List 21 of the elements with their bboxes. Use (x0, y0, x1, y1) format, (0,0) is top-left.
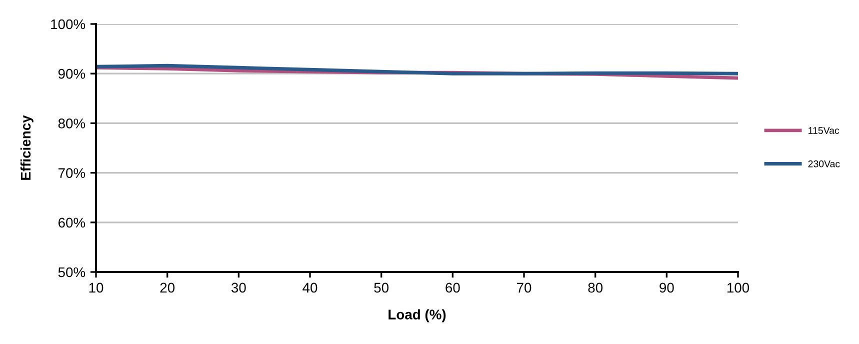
y-tick-label: 90% (58, 68, 86, 79)
x-tick-label: 10 (89, 282, 104, 293)
line-series (96, 64, 738, 76)
x-tick-label: 30 (231, 282, 246, 293)
x-tick-label: 90 (660, 282, 674, 293)
legend-label: 115Vac (808, 127, 840, 134)
x-tick-label: 70 (516, 282, 532, 293)
legend-label: 230Vac (808, 160, 840, 168)
y-tick-label: 80% (58, 118, 86, 128)
x-tick-label: 20 (160, 282, 175, 293)
y-tick-label: 60% (58, 218, 86, 228)
x-tick-label: 40 (302, 282, 318, 293)
y-tick-label: 50% (58, 267, 86, 278)
x-tick-label: 50 (374, 282, 389, 293)
y-axis-title: Efficiency (20, 115, 34, 180)
x-tick-label: 80 (588, 282, 603, 293)
x-tick-label: 60 (446, 282, 460, 293)
y-tick-label: 100% (51, 19, 86, 30)
y-tick-label: 70% (58, 168, 86, 178)
x-tick-label: 100 (727, 282, 750, 293)
x-axis-title: Load (%) (388, 309, 446, 322)
